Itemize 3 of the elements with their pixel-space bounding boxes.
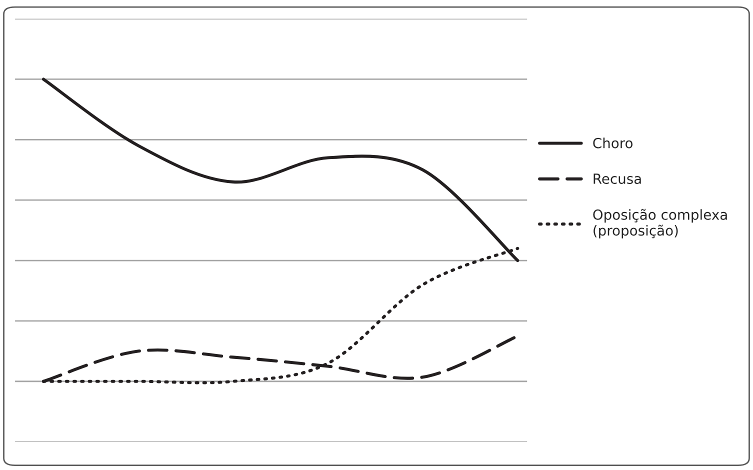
legend-label: Recusa (594, 174, 641, 184)
legend-label: Oposição complexa (proposição) (593, 208, 727, 238)
legend-label: Choro (593, 138, 633, 148)
